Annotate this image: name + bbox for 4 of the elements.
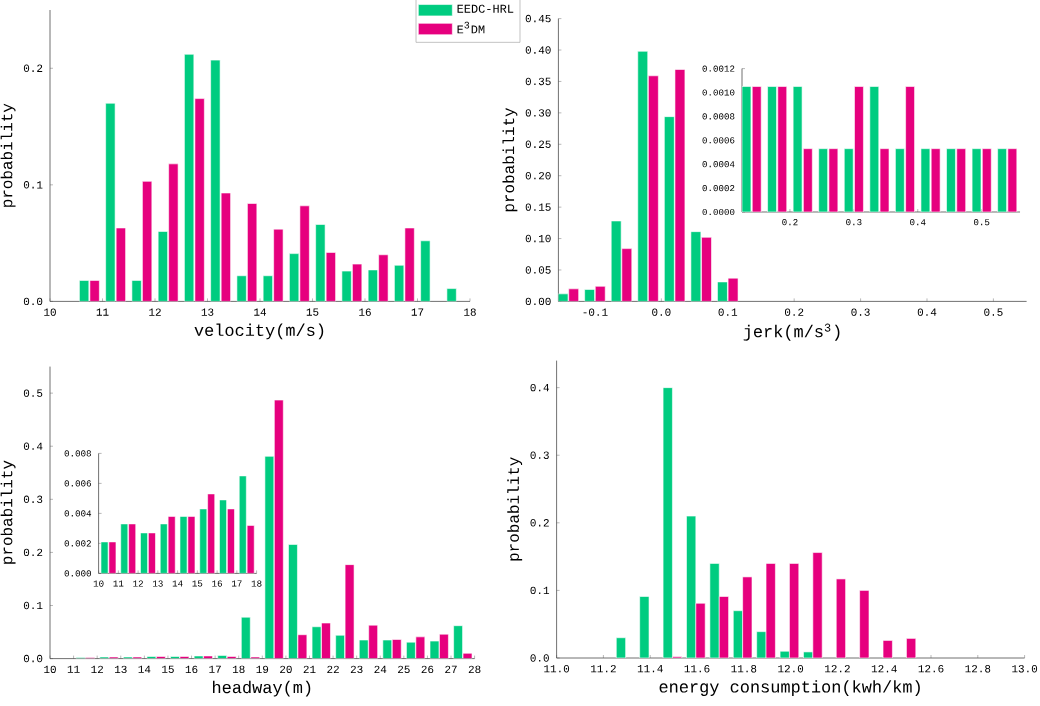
- x-axis-title: energy consumption(kwh/km): [659, 680, 920, 696]
- x-axis-title: velocity(m/s): [194, 323, 324, 340]
- x-axis-title: headway(m): [213, 680, 311, 697]
- x-axis-title: jerk(m/s$^{3}$): [743, 323, 840, 341]
